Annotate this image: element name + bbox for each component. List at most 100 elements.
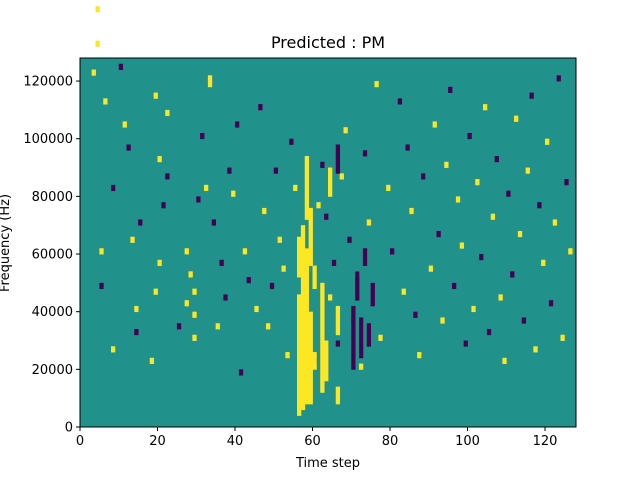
heatmap-cell-run bbox=[320, 282, 325, 393]
heatmap-cell bbox=[134, 328, 139, 336]
heatmap-cell bbox=[192, 334, 197, 341]
heatmap-cell-run bbox=[308, 317, 313, 405]
heatmap-cell bbox=[413, 311, 418, 318]
heatmap-cell bbox=[165, 109, 170, 117]
heatmap-cell bbox=[401, 288, 406, 295]
heatmap-cell bbox=[339, 173, 344, 180]
heatmap-cell bbox=[285, 352, 290, 359]
heatmap-cell bbox=[204, 184, 209, 192]
heatmap-cell-run bbox=[335, 386, 341, 405]
y-tick-label: 40000 bbox=[32, 305, 73, 320]
heatmap-cell bbox=[235, 121, 240, 128]
heatmap-cell bbox=[564, 179, 569, 186]
heatmap-cell bbox=[409, 207, 414, 215]
heatmap-cell bbox=[258, 104, 263, 111]
heatmap-cell bbox=[242, 248, 248, 255]
heatmap-cell bbox=[552, 219, 558, 226]
heatmap-cell bbox=[494, 156, 499, 163]
heatmap-cell bbox=[560, 334, 565, 341]
x-tick-label: 80 bbox=[382, 434, 399, 449]
y-tick-label: 0 bbox=[65, 421, 73, 436]
heatmap-cell bbox=[95, 6, 100, 13]
x-tick-label: 40 bbox=[227, 434, 244, 449]
heatmap-cell bbox=[432, 121, 437, 128]
heatmap-cell bbox=[517, 230, 523, 238]
heatmap-cell bbox=[192, 311, 197, 318]
heatmap-cell bbox=[331, 259, 337, 266]
x-tick-label: 0 bbox=[76, 434, 84, 449]
heatmap-cell bbox=[138, 219, 143, 226]
heatmap-cell bbox=[440, 317, 445, 324]
heatmap-cell bbox=[525, 167, 530, 174]
heatmap-cell bbox=[455, 196, 461, 203]
heatmap-cell bbox=[421, 173, 426, 180]
heatmap-cell-run bbox=[335, 144, 341, 174]
heatmap-plot-area bbox=[80, 6, 576, 427]
heatmap-cell bbox=[486, 328, 492, 336]
heatmap-cell bbox=[514, 115, 519, 122]
heatmap-cell-run bbox=[304, 156, 310, 220]
heatmap-cell-run bbox=[355, 271, 360, 301]
heatmap-cell-run bbox=[312, 352, 317, 370]
heatmap-cell bbox=[374, 81, 379, 88]
heatmap-cell bbox=[176, 323, 182, 330]
heatmap-cell bbox=[99, 248, 104, 255]
heatmap-cell bbox=[386, 184, 391, 192]
heatmap-cell bbox=[91, 69, 96, 76]
x-tick-label: 120 bbox=[533, 434, 558, 449]
heatmap-cell bbox=[436, 230, 441, 238]
heatmap-cell bbox=[529, 92, 534, 99]
heatmap-cell bbox=[277, 236, 282, 243]
heatmap-cell bbox=[506, 190, 511, 197]
heatmap-cell bbox=[533, 346, 538, 353]
heatmap-cell bbox=[153, 92, 158, 99]
heatmap-cell bbox=[103, 98, 108, 105]
chart-title: Predicted : PM bbox=[271, 33, 385, 52]
heatmap-cell-run bbox=[297, 236, 302, 278]
y-tick-label: 80000 bbox=[32, 190, 73, 205]
y-tick-label: 20000 bbox=[32, 363, 73, 378]
heatmap-cell-run bbox=[328, 167, 333, 197]
heatmap-cell bbox=[293, 184, 298, 192]
heatmap-cell bbox=[266, 323, 271, 330]
heatmap-cell bbox=[452, 282, 457, 290]
heatmap-cell bbox=[347, 236, 352, 243]
heatmap-cell bbox=[153, 288, 158, 295]
heatmap-cell bbox=[541, 259, 546, 266]
heatmap-cell bbox=[475, 179, 480, 186]
heatmap-cell bbox=[405, 144, 410, 151]
heatmap-cell bbox=[231, 190, 236, 197]
heatmap-cell bbox=[130, 236, 135, 243]
heatmap-cell bbox=[366, 219, 372, 226]
heatmap-cell bbox=[184, 248, 189, 255]
heatmap-cell bbox=[157, 259, 162, 266]
heatmap-cell bbox=[370, 300, 375, 307]
heatmap-cell bbox=[246, 277, 251, 284]
x-axis: 0 20 40 60 80 100 120 bbox=[76, 427, 558, 449]
heatmap-cell bbox=[111, 184, 116, 192]
heatmap-cell bbox=[502, 357, 507, 364]
heatmap-cell bbox=[417, 352, 422, 359]
heatmap-cell bbox=[463, 340, 468, 347]
heatmap-cell-run bbox=[300, 225, 306, 411]
heatmap-cell-run bbox=[304, 248, 310, 405]
heatmap-cell bbox=[215, 323, 220, 330]
heatmap-cell-run bbox=[297, 294, 302, 416]
heatmap-cell bbox=[308, 311, 313, 318]
heatmap-cell bbox=[165, 173, 170, 180]
heatmap-cell bbox=[548, 300, 554, 307]
heatmap-cell bbox=[211, 219, 217, 226]
heatmap-cell bbox=[134, 305, 139, 313]
plot-frame bbox=[79, 57, 577, 428]
heatmap-cell bbox=[262, 207, 267, 215]
heatmap-cell bbox=[126, 144, 131, 151]
heatmap-cell-run bbox=[324, 340, 329, 382]
heatmap-cell bbox=[207, 81, 213, 88]
heatmap-cell bbox=[359, 363, 364, 370]
heatmap-cell-run bbox=[366, 323, 372, 347]
x-axis-label: Time step bbox=[295, 456, 360, 471]
y-axis-label: Frequency (Hz) bbox=[0, 194, 13, 292]
heatmap-cell bbox=[324, 213, 329, 220]
heatmap-cell bbox=[316, 202, 321, 209]
heatmap-cell-run bbox=[312, 265, 317, 290]
